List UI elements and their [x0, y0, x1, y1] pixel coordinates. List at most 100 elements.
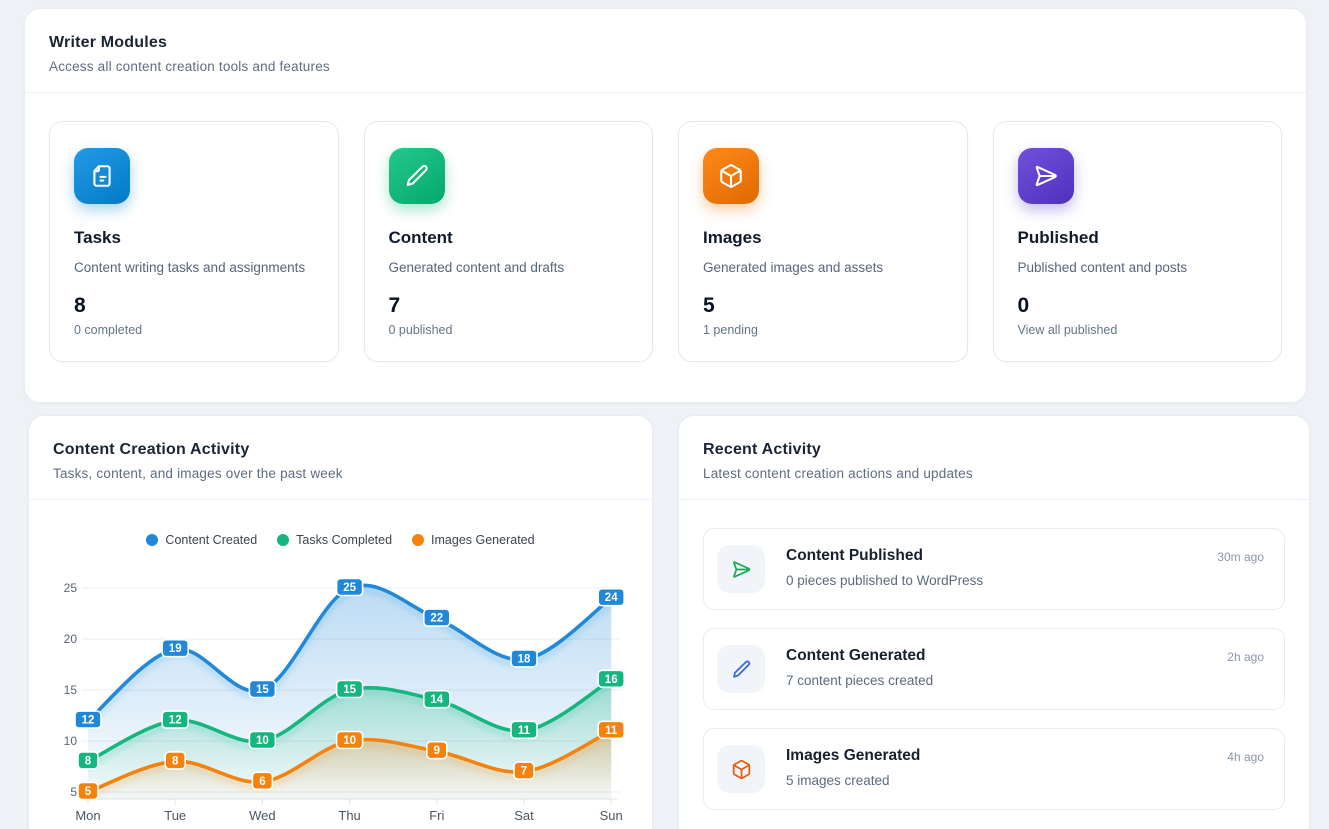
- chart-data-label-bg: [164, 751, 186, 770]
- module-card-stat: 1 pending: [703, 322, 758, 337]
- chart-data-label: 11: [605, 725, 618, 737]
- activity-item[interactable]: Content Published 0 pieces published to …: [703, 528, 1285, 610]
- chart-data-label-bg: [77, 751, 99, 770]
- chart-data-label-bg: [425, 740, 448, 760]
- x-axis-tick-label: Fri: [429, 808, 444, 823]
- chart-data-label-bg: [510, 720, 538, 740]
- module-card-published[interactable]: Published Published content and posts 0 …: [992, 121, 1282, 362]
- chart-data-label: 10: [343, 735, 356, 747]
- cube-icon: [732, 759, 750, 779]
- activity-list: Content Published 0 pieces published to …: [679, 500, 1309, 829]
- activity-item[interactable]: Content Generated 7 content pieces creat…: [703, 628, 1285, 710]
- module-card-stat: View all published: [1017, 322, 1118, 337]
- activity-item-time: 2h ago: [1227, 650, 1264, 664]
- chart-data-label-bg: [248, 679, 277, 699]
- chart-legend: Content Created Tasks Completed Images Gen…: [29, 533, 652, 547]
- x-axis-tick-label: Sat: [514, 808, 534, 823]
- module-card-title: Tasks: [74, 228, 121, 247]
- module-card-images[interactable]: Images Generated images and assets 5 1 p…: [678, 121, 968, 362]
- activity-item-title: Content Published: [786, 547, 923, 564]
- module-card-tasks[interactable]: Tasks Content writing tasks and assignme…: [49, 121, 339, 362]
- note-icon: [93, 165, 111, 187]
- chart-data-label: 18: [518, 653, 531, 665]
- module-card-published-icon-badge: [1017, 148, 1074, 204]
- activity-item-time: 30m ago: [1217, 550, 1264, 564]
- y-axis-tick-label: 20: [64, 632, 78, 646]
- chart-data-label: 25: [343, 582, 356, 594]
- chart-data-label-bg: [335, 679, 364, 699]
- writer-modules-subtitle: Access all content creation tools and fe…: [49, 59, 330, 74]
- chart-data-label: 16: [605, 674, 618, 686]
- chart-data-label-bg: [335, 730, 364, 750]
- activity-icon-badge: [717, 545, 765, 593]
- chart-data-label-bg: [161, 710, 189, 729]
- activity-chart-svg: 25 20 15 10 5 Mon Tue Wed Thu Fri Sat Sun 12 19 15 25 22…: [64, 577, 626, 823]
- module-card-tasks-icon-badge: [74, 148, 130, 204]
- legend-item[interactable]: Tasks Completed: [277, 533, 392, 547]
- y-axis-tick-label: 5: [70, 785, 77, 799]
- chart-body: Content Created Tasks Completed Images Gen…: [29, 533, 652, 829]
- recent-activity-header: Recent Activity Latest content creation …: [679, 416, 1309, 500]
- activity-item-description: 7 content pieces created: [786, 673, 934, 688]
- chart-data-label-bg: [422, 689, 451, 709]
- x-axis-tick-label: Mon: [75, 808, 100, 823]
- y-axis-tick-label: 15: [64, 683, 78, 697]
- module-card-stat: 0 completed: [74, 322, 143, 337]
- x-axis-tick-label: Tue: [164, 808, 186, 823]
- chart-data-label: 9: [434, 745, 440, 757]
- module-card-images-icon-badge: [703, 148, 759, 204]
- recent-activity-title: Recent Activity: [703, 441, 821, 458]
- chart-data-label: 11: [518, 725, 531, 737]
- x-axis-tick-label: Thu: [338, 808, 360, 823]
- activity-item-description: 5 images created: [786, 773, 890, 788]
- chart-data-label: 8: [85, 755, 92, 767]
- module-card-count: 7: [388, 293, 401, 317]
- module-card-title: Content: [388, 228, 453, 247]
- legend-item[interactable]: Content Created: [146, 533, 257, 547]
- recent-activity-panel: Recent Activity Latest content creation …: [678, 415, 1310, 829]
- legend-label: Tasks Completed: [296, 533, 393, 547]
- legend-label: Content Created: [165, 533, 258, 547]
- activity-item-title: Images Generated: [786, 747, 921, 764]
- legend-item[interactable]: Images Generated: [412, 533, 535, 547]
- chart-data-label-bg: [597, 587, 626, 607]
- activity-item-time: 4h ago: [1227, 750, 1264, 764]
- activity-item-description: 0 pieces published to WordPress: [786, 573, 984, 588]
- module-card-content[interactable]: Content Generated content and drafts 7 0…: [363, 121, 653, 362]
- chart-data-label: 24: [605, 592, 618, 604]
- chart-data-label-bg: [510, 649, 538, 668]
- module-card-count: 5: [703, 293, 715, 317]
- chart-data-label: 22: [430, 613, 443, 625]
- chart-data-label-bg: [597, 720, 626, 740]
- cube-icon: [720, 164, 742, 188]
- chart-data-label-bg: [513, 761, 535, 780]
- writer-modules-title: Writer Modules: [49, 34, 168, 51]
- module-card-description: Content writing tasks and assignments: [74, 260, 306, 275]
- chart-data-label: 8: [172, 755, 179, 767]
- chart-data-label-bg: [422, 608, 451, 627]
- chart-data-label-bg: [161, 638, 189, 658]
- activity-icon-badge: [717, 645, 765, 693]
- chart-panel-header: Content Creation Activity Tasks, content…: [29, 416, 652, 500]
- chart-data-label-bg: [77, 781, 99, 801]
- chart-data-label-bg: [335, 577, 364, 597]
- chart-data-label: 14: [430, 694, 443, 706]
- send-icon: [1035, 165, 1057, 187]
- content-creation-activity-panel: Content Creation Activity Tasks, content…: [28, 415, 653, 829]
- chart-data-label: 5: [85, 786, 92, 798]
- module-cards: Tasks Content writing tasks and assignme…: [25, 93, 1306, 390]
- module-card-description: Generated images and assets: [703, 260, 884, 275]
- module-card-title: Images: [703, 228, 762, 247]
- module-card-title: Published: [1017, 228, 1099, 247]
- module-card-stat: 0 published: [388, 322, 453, 337]
- module-card-content-icon-badge: [388, 148, 445, 204]
- chart-data-label: 12: [169, 715, 182, 727]
- legend-dot: [146, 534, 159, 546]
- send-icon: [732, 560, 750, 578]
- chart-data-label: 7: [521, 766, 527, 778]
- module-card-count: 0: [1017, 293, 1030, 317]
- writer-modules-header: Writer Modules Access all content creati…: [25, 9, 1306, 93]
- activity-item[interactable]: Images Generated 5 images created 4h ago: [703, 728, 1285, 810]
- x-axis-tick-label: Sun: [600, 808, 623, 823]
- legend-dot: [277, 534, 290, 546]
